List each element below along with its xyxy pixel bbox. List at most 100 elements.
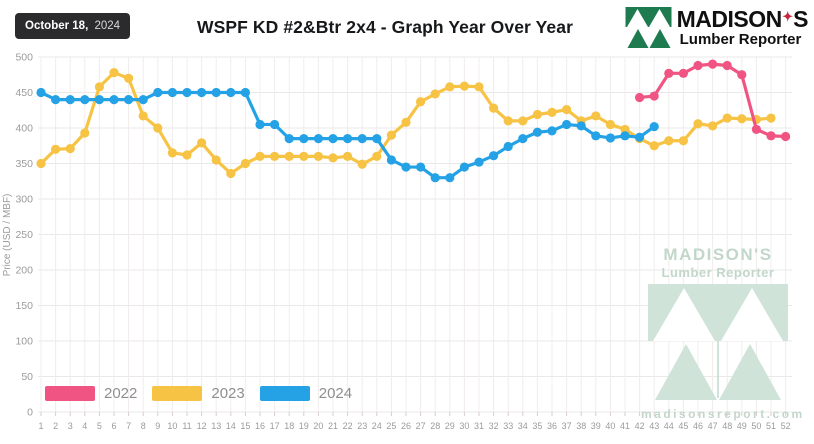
series-2024-point	[255, 119, 265, 130]
star-icon: ✦	[782, 9, 793, 24]
legend-item-2022: 2022	[45, 385, 137, 402]
x-tick-label: 29	[445, 421, 455, 431]
x-tick-label: 20	[313, 421, 323, 431]
series-2024-point	[124, 95, 134, 105]
watermark-url: madisonsreport.com	[641, 406, 805, 421]
x-tick-label: 27	[416, 421, 426, 431]
series-2023-point	[693, 119, 703, 129]
series-2023-point	[532, 109, 543, 120]
series-2022-point	[678, 68, 689, 78]
legend-swatch-2022	[45, 386, 95, 401]
x-tick-label: 36	[547, 421, 557, 431]
series-2023-point	[94, 82, 104, 92]
series-2023-point	[386, 130, 396, 140]
x-tick-label: 34	[518, 421, 528, 431]
x-tick-label: 9	[155, 421, 160, 431]
series-2023-point	[649, 141, 659, 151]
series-2022-point	[737, 70, 747, 80]
series-2023-point	[401, 117, 411, 127]
x-tick-label: 44	[664, 421, 674, 431]
series-2023-point	[167, 148, 177, 158]
series-2024-point	[328, 134, 338, 144]
series-2023-point	[255, 151, 265, 161]
series-2023-point	[197, 138, 207, 148]
series-2023-point	[430, 89, 440, 99]
series-2024-point	[211, 87, 221, 98]
x-tick-label: 25	[386, 421, 396, 431]
series-2023-point	[664, 136, 674, 146]
series-2024-point	[562, 119, 572, 130]
series-2023-point	[562, 104, 572, 115]
madisons-logo-name: MADISON✦S	[676, 6, 809, 32]
x-tick-label: 21	[328, 421, 338, 431]
y-tick-label: 100	[15, 336, 33, 348]
series-2024-point	[313, 134, 323, 144]
series-2022-point	[781, 131, 791, 142]
series-2022-point	[708, 59, 718, 69]
y-tick-label: 400	[15, 123, 33, 135]
x-tick-label: 18	[284, 421, 294, 431]
series-2023-point	[416, 97, 426, 107]
series-2023-point	[211, 155, 221, 165]
series-2024-point	[474, 157, 484, 167]
x-tick-label: 19	[299, 421, 309, 431]
series-2023-point	[153, 123, 163, 133]
watermark-title: MADISON'S	[663, 245, 773, 264]
legend-swatch-2024	[259, 386, 310, 401]
series-2023-point	[503, 116, 513, 126]
series-2023-point	[270, 151, 280, 161]
x-tick-label: 38	[576, 421, 586, 431]
x-tick-label: 4	[82, 421, 87, 431]
series-2023-point	[678, 136, 689, 146]
x-tick-label: 10	[167, 421, 177, 431]
x-tick-label: 3	[68, 421, 73, 431]
series-2024-point	[138, 95, 148, 105]
x-tick-label: 42	[635, 421, 645, 431]
series-2024-point	[518, 134, 528, 144]
x-tick-label: 50	[751, 421, 761, 431]
series-2023-point	[459, 81, 469, 91]
series-2022-point	[722, 60, 732, 71]
madisons-logo-subtitle: Lumber Reporter	[679, 31, 802, 48]
y-tick-label: 50	[21, 371, 33, 383]
series-2024-point	[109, 95, 119, 105]
x-tick-label: 30	[459, 421, 469, 431]
series-2022-point	[664, 68, 674, 78]
madisons-logo-icon	[625, 7, 672, 48]
series-2023-point	[591, 111, 601, 121]
series-2022-point	[766, 131, 776, 141]
report-date-badge: October 18, 2024	[15, 13, 131, 39]
y-tick-label: 0	[27, 407, 33, 419]
series-2024-point	[240, 87, 250, 98]
x-tick-label: 51	[766, 421, 776, 431]
x-tick-label: 28	[430, 421, 440, 431]
series-2024-point	[635, 132, 645, 142]
y-tick-label: 350	[15, 158, 33, 170]
series-2022-point	[635, 92, 645, 103]
x-tick-label: 48	[722, 421, 732, 431]
series-2023-point	[766, 113, 776, 123]
x-tick-label: 8	[141, 421, 146, 431]
series-2023-point	[474, 82, 484, 92]
series-2023-point	[445, 82, 455, 92]
y-tick-label: 300	[15, 194, 33, 206]
y-tick-label: 250	[15, 229, 33, 241]
series-2024-point	[547, 126, 557, 136]
series-2024-point	[649, 121, 659, 132]
series-2023-point	[182, 150, 192, 160]
series-2024-point	[51, 95, 61, 105]
x-tick-label: 33	[503, 421, 513, 431]
series-2024-point	[430, 173, 440, 183]
legend-label-2024: 2024	[318, 385, 353, 402]
y-axis-title: Price (USD / MBF)	[2, 194, 13, 277]
series-2024-point	[153, 87, 163, 98]
series-2024-point	[94, 95, 104, 105]
x-tick-label: 35	[532, 421, 542, 431]
watermark-subtitle: Lumber Reporter	[661, 264, 775, 280]
x-tick-label: 5	[97, 421, 102, 431]
report-date-year: 2024	[94, 20, 121, 32]
x-tick-label: 16	[255, 421, 265, 431]
y-tick-label: 150	[15, 300, 33, 312]
series-2023-point	[65, 143, 75, 154]
